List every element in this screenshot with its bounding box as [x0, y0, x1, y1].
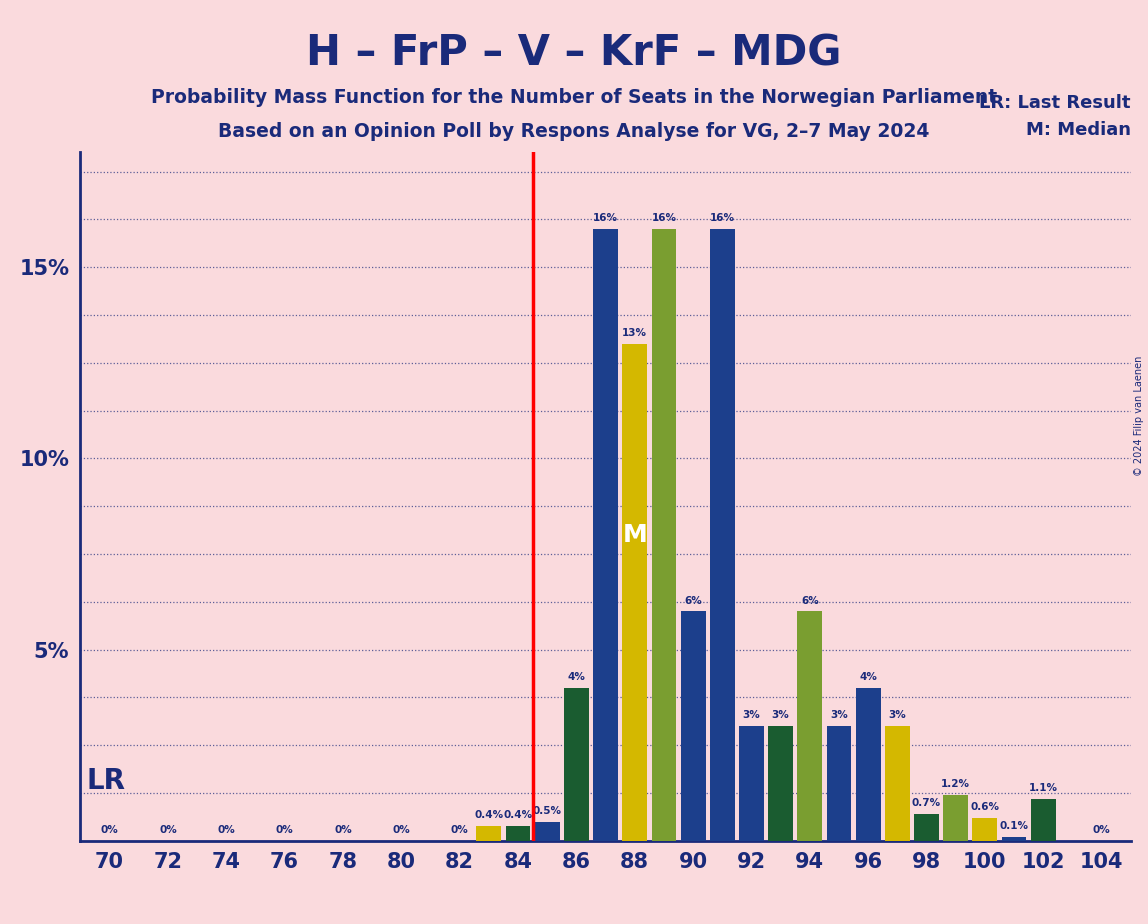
Bar	[594, 229, 618, 841]
Text: 0.6%: 0.6%	[970, 802, 1000, 812]
Bar	[564, 687, 589, 841]
Bar	[709, 229, 735, 841]
Text: 3%: 3%	[771, 711, 790, 721]
Bar	[885, 726, 909, 841]
Text: 4%: 4%	[859, 672, 877, 682]
Text: 1.1%: 1.1%	[1029, 783, 1057, 793]
Text: M: Median: M: Median	[1026, 121, 1131, 140]
Text: 0%: 0%	[451, 825, 468, 835]
Bar	[739, 726, 763, 841]
Text: 0.4%: 0.4%	[504, 809, 533, 820]
Text: 3%: 3%	[743, 711, 760, 721]
Bar	[652, 229, 676, 841]
Text: 0%: 0%	[160, 825, 177, 835]
Text: 0.4%: 0.4%	[474, 809, 504, 820]
Text: 0%: 0%	[217, 825, 235, 835]
Bar	[622, 344, 647, 841]
Text: Based on an Opinion Poll by Respons Analyse for VG, 2–7 May 2024: Based on an Opinion Poll by Respons Anal…	[218, 122, 930, 141]
Text: 0%: 0%	[334, 825, 351, 835]
Text: 0.5%: 0.5%	[533, 806, 561, 816]
Text: LR: LR	[86, 767, 125, 795]
Bar	[768, 726, 793, 841]
Text: 0%: 0%	[393, 825, 410, 835]
Text: 1.2%: 1.2%	[941, 779, 970, 789]
Bar	[827, 726, 852, 841]
Text: M: M	[622, 523, 647, 547]
Bar	[855, 687, 881, 841]
Text: 0%: 0%	[1093, 825, 1110, 835]
Bar	[535, 821, 559, 841]
Text: 6%: 6%	[684, 596, 701, 605]
Bar	[972, 818, 998, 841]
Text: 16%: 16%	[709, 213, 735, 224]
Text: Probability Mass Function for the Number of Seats in the Norwegian Parliament: Probability Mass Function for the Number…	[150, 88, 998, 107]
Bar	[1031, 798, 1056, 841]
Text: 16%: 16%	[651, 213, 676, 224]
Text: 0%: 0%	[101, 825, 118, 835]
Text: 4%: 4%	[567, 672, 585, 682]
Text: © 2024 Filip van Laenen: © 2024 Filip van Laenen	[1134, 356, 1143, 476]
Text: 6%: 6%	[801, 596, 819, 605]
Bar	[505, 825, 530, 841]
Bar	[798, 612, 822, 841]
Text: 13%: 13%	[622, 328, 647, 338]
Text: LR: Last Result: LR: Last Result	[979, 94, 1131, 112]
Text: 3%: 3%	[889, 711, 906, 721]
Bar	[914, 814, 939, 841]
Bar	[944, 795, 968, 841]
Bar	[681, 612, 706, 841]
Text: 0.1%: 0.1%	[1000, 821, 1029, 832]
Text: H – FrP – V – KrF – MDG: H – FrP – V – KrF – MDG	[307, 32, 841, 74]
Text: 0%: 0%	[276, 825, 294, 835]
Text: 16%: 16%	[594, 213, 618, 224]
Text: 0.7%: 0.7%	[912, 798, 941, 808]
Bar	[1002, 837, 1026, 841]
Text: 3%: 3%	[830, 711, 848, 721]
Bar	[476, 825, 502, 841]
